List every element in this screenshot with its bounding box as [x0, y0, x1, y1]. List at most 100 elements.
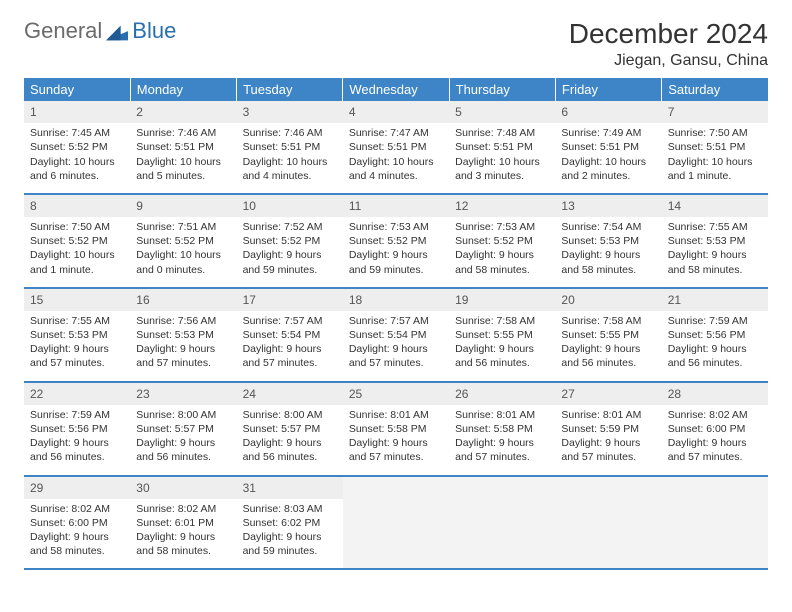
- day-number-cell: 17: [237, 288, 343, 311]
- day-number-cell: 4: [343, 101, 449, 123]
- sunset-line: Sunset: 5:56 PM: [30, 422, 124, 436]
- day-detail-cell: Sunrise: 7:52 AMSunset: 5:52 PMDaylight:…: [237, 217, 343, 288]
- day-number-cell: 15: [24, 288, 130, 311]
- day-detail-cell: Sunrise: 8:03 AMSunset: 6:02 PMDaylight:…: [237, 499, 343, 570]
- sunrise-line: Sunrise: 8:00 AM: [136, 408, 230, 422]
- day-detail-cell: Sunrise: 7:46 AMSunset: 5:51 PMDaylight:…: [130, 123, 236, 194]
- day-detail-row: Sunrise: 7:59 AMSunset: 5:56 PM Daylight:…: [24, 405, 768, 476]
- location-label: Jiegan, Gansu, China: [569, 52, 768, 70]
- sunrise-line: Sunrise: 7:57 AM: [243, 314, 337, 328]
- day-number-cell: 23: [130, 382, 236, 405]
- day-detail-cell: Sunrise: 7:56 AMSunset: 5:53 PMDaylight:…: [130, 311, 236, 382]
- weekday-header-row: Sunday Monday Tuesday Wednesday Thursday…: [24, 78, 768, 101]
- day-detail-cell: Sunrise: 8:02 AMSunset: 6:00 PMDaylight:…: [662, 405, 768, 476]
- sunset-line: Sunset: 5:52 PM: [349, 234, 443, 248]
- sunset-line: Sunset: 5:51 PM: [136, 140, 230, 154]
- day-number-cell: 29: [24, 476, 130, 499]
- daylight-line: Daylight: 9 hours and 56 minutes.: [668, 342, 762, 370]
- sunrise-line: Sunrise: 7:58 AM: [561, 314, 655, 328]
- day-detail-cell: Sunrise: 7:54 AMSunset: 5:53 PMDaylight:…: [555, 217, 661, 288]
- sunset-line: Sunset: 5:52 PM: [455, 234, 549, 248]
- daylight-line: Daylight: 10 hours and 2 minutes.: [561, 155, 655, 183]
- sunrise-line: Sunrise: 8:01 AM: [561, 408, 655, 422]
- sunset-line: Sunset: 5:52 PM: [243, 234, 337, 248]
- daylight-line: Daylight: 9 hours and 57 minutes.: [349, 436, 443, 464]
- sunrise-line: Sunrise: 7:59 AM: [668, 314, 762, 328]
- daylight-line: Daylight: 9 hours and 58 minutes.: [561, 248, 655, 276]
- day-detail-cell: Sunrise: 8:02 AMSunset: 6:01 PMDaylight:…: [130, 499, 236, 570]
- day-detail-cell: Sunrise: 7:53 AMSunset: 5:52 PMDaylight:…: [449, 217, 555, 288]
- day-detail-cell: Sunrise: 7:49 AMSunset: 5:51 PMDaylight:…: [555, 123, 661, 194]
- day-number-cell: 31: [237, 476, 343, 499]
- sunset-line: Sunset: 5:53 PM: [668, 234, 762, 248]
- day-number-cell: 22: [24, 382, 130, 405]
- day-detail-cell: [449, 499, 555, 570]
- sunrise-line: Sunrise: 7:47 AM: [349, 126, 443, 140]
- page-header: General Blue December 2024 Jiegan, Gansu…: [24, 18, 768, 70]
- day-number-cell: 2: [130, 101, 236, 123]
- day-number-cell: 1: [24, 101, 130, 123]
- day-number-cell: 27: [555, 382, 661, 405]
- day-number-cell: [662, 476, 768, 499]
- sunrise-line: Sunrise: 7:45 AM: [30, 126, 124, 140]
- day-detail-row: Sunrise: 7:50 AMSunset: 5:52 PMDaylight:…: [24, 217, 768, 288]
- sunset-line: Sunset: 5:54 PM: [243, 328, 337, 342]
- sunrise-line: Sunrise: 7:50 AM: [668, 126, 762, 140]
- sunset-line: Sunset: 6:01 PM: [136, 516, 230, 530]
- weekday-header: Tuesday: [237, 78, 343, 101]
- day-number-cell: 28: [662, 382, 768, 405]
- day-detail-row: Sunrise: 8:02 AM Sunset: 6:00 PMDaylight:…: [24, 499, 768, 570]
- sunset-line: Sunset: 5:53 PM: [561, 234, 655, 248]
- daylight-line: Daylight: 9 hours and 56 minutes.: [561, 342, 655, 370]
- sunrise-line: Sunrise: 7:56 AM: [136, 314, 230, 328]
- day-number-cell: 3: [237, 101, 343, 123]
- daylight-line: Daylight: 10 hours and 0 minutes.: [136, 248, 230, 276]
- day-detail-cell: Sunrise: 7:55 AMSunset: 5:53 PMDaylight:…: [662, 217, 768, 288]
- day-number-cell: 9: [130, 194, 236, 217]
- daylight-line: Daylight: 9 hours and 58 minutes.: [30, 530, 124, 558]
- weekday-header: Thursday: [449, 78, 555, 101]
- sunset-line: Sunset: 5:51 PM: [243, 140, 337, 154]
- sunset-line: Sunset: 5:57 PM: [243, 422, 337, 436]
- logo: General Blue: [24, 18, 176, 44]
- daylight-line: Daylight: 9 hours and 56 minutes.: [455, 342, 549, 370]
- sunset-line: Sunset: 5:56 PM: [668, 328, 762, 342]
- day-detail-cell: Sunrise: 7:59 AMSunset: 5:56 PMDaylight:…: [662, 311, 768, 382]
- day-number-cell: 24: [237, 382, 343, 405]
- sunrise-line: Sunrise: 8:02 AM: [136, 502, 230, 516]
- sunset-line: Sunset: 6:00 PM: [668, 422, 762, 436]
- day-number-cell: [343, 476, 449, 499]
- day-number-cell: 21: [662, 288, 768, 311]
- day-number-cell: 5: [449, 101, 555, 123]
- day-detail-row: Sunrise: 7:45 AMSunset: 5:52 PMDaylight:…: [24, 123, 768, 194]
- sunset-line: Sunset: 5:55 PM: [455, 328, 549, 342]
- sunset-line: Sunset: 5:53 PM: [136, 328, 230, 342]
- sunset-line: Sunset: 5:57 PM: [136, 422, 230, 436]
- sunrise-line: Sunrise: 8:03 AM: [243, 502, 337, 516]
- sunrise-line: Sunrise: 7:46 AM: [243, 126, 337, 140]
- day-number-cell: 6: [555, 101, 661, 123]
- day-detail-cell: Sunrise: 7:57 AMSunset: 5:54 PMDaylight:…: [237, 311, 343, 382]
- logo-triangle-icon: [106, 25, 128, 41]
- day-detail-cell: Sunrise: 8:01 AMSunset: 5:58 PMDaylight:…: [449, 405, 555, 476]
- day-number-cell: 20: [555, 288, 661, 311]
- sunrise-line: Sunrise: 7:59 AM: [30, 408, 124, 422]
- daylight-line: Daylight: 10 hours and 5 minutes.: [136, 155, 230, 183]
- sunset-line: Sunset: 5:52 PM: [136, 234, 230, 248]
- sunset-line: Sunset: 5:51 PM: [455, 140, 549, 154]
- sunrise-line: Sunrise: 7:46 AM: [136, 126, 230, 140]
- sunrise-line: Sunrise: 8:01 AM: [455, 408, 549, 422]
- day-detail-cell: Sunrise: 8:01 AMSunset: 5:59 PMDaylight:…: [555, 405, 661, 476]
- day-detail-cell: Sunrise: 8:01 AMSunset: 5:58 PMDaylight:…: [343, 405, 449, 476]
- sunset-line: Sunset: 5:53 PM: [30, 328, 124, 342]
- sunrise-line: Sunrise: 7:51 AM: [136, 220, 230, 234]
- sunset-line: Sunset: 5:51 PM: [349, 140, 443, 154]
- weekday-header: Friday: [555, 78, 661, 101]
- daylight-line: Daylight: 9 hours and 57 minutes.: [30, 342, 124, 370]
- sunset-line: Sunset: 5:59 PM: [561, 422, 655, 436]
- sunrise-line: Sunrise: 7:57 AM: [349, 314, 443, 328]
- calendar-table: Sunday Monday Tuesday Wednesday Thursday…: [24, 78, 768, 570]
- sunrise-line: Sunrise: 7:58 AM: [455, 314, 549, 328]
- sunset-line: Sunset: 6:00 PM: [30, 516, 124, 530]
- day-detail-cell: [662, 499, 768, 570]
